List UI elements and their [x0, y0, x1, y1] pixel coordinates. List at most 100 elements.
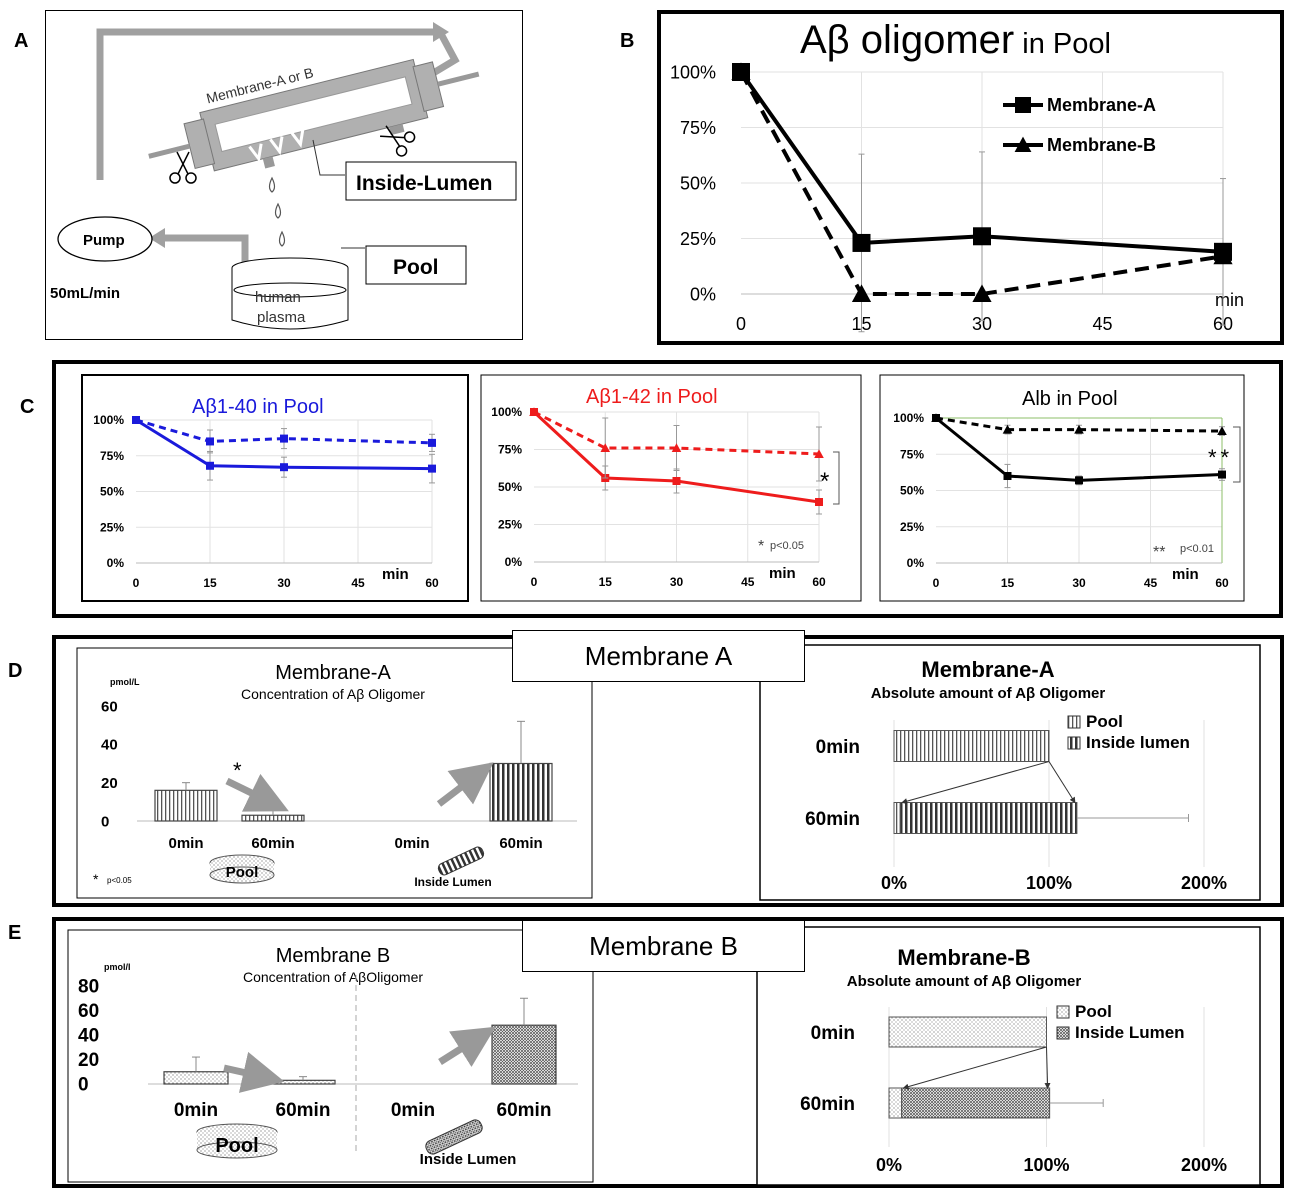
- y-tick-label: 60: [78, 1001, 99, 1022]
- data-point-s2: [1213, 246, 1233, 265]
- panel-c1-chart: 100% 75% 50% 25% 0% 0 15 30 45 60 min Aβ1-40 in Poo…: [81, 374, 469, 602]
- significance-bracket: [833, 451, 840, 505]
- y-tick-label: 0: [101, 813, 109, 830]
- bar-pool: [893, 730, 1050, 762]
- row-label: 0min: [816, 737, 860, 758]
- pool-tag-label: Pool: [226, 864, 259, 881]
- bar: [491, 1024, 557, 1085]
- x-tick-label: 100%: [1026, 873, 1072, 893]
- x-tick-label: 0: [933, 576, 940, 590]
- x-tick-label: 45: [741, 575, 755, 589]
- data-point-s2: [851, 284, 872, 302]
- significance-star: *: [233, 758, 242, 783]
- data-point-s2: [600, 443, 611, 452]
- chart-subtitle: Concentration of Aβ Oligomer: [241, 686, 425, 702]
- y-tick-label: 40: [78, 1026, 99, 1047]
- panel-b-chart: 100%75%50%25%0%0 15 30 45 60minMembrane-AMem…: [670, 62, 1244, 334]
- y-tick-label: 80: [78, 977, 99, 998]
- panel-a-frame: [45, 10, 523, 340]
- x-tick-label: 30: [670, 575, 684, 589]
- y-tick-label: 25%: [900, 520, 924, 534]
- y-tick-label: 0%: [107, 556, 125, 570]
- x-unit-label: min: [1172, 566, 1199, 583]
- y-tick-label: 50%: [100, 485, 124, 499]
- x-tick-label: 0: [133, 576, 140, 590]
- row-label: 60min: [800, 1094, 855, 1115]
- legend-label-a: Membrane-A: [1047, 95, 1156, 115]
- x-tick-label: 200%: [1181, 873, 1227, 893]
- series-line-1: [935, 416, 1223, 482]
- y-tick-label: 20: [101, 775, 118, 792]
- significance-stars-small: **: [1153, 544, 1165, 561]
- y-tick-label: 50%: [680, 173, 716, 193]
- lumen-tag-label: Inside Lumen: [420, 1151, 517, 1168]
- flow-rate-label: 50mL/min: [50, 285, 120, 302]
- x-unit-label: min: [382, 566, 409, 583]
- scissors-icon-right: [380, 125, 416, 157]
- data-point-s1: [852, 233, 871, 252]
- redistribution-arrow: [902, 1046, 1047, 1090]
- x-category-label: 0min: [394, 835, 429, 852]
- x-category-label: 60min: [251, 835, 294, 852]
- panel-label-b: B: [620, 30, 635, 52]
- data-point-s2: [132, 416, 140, 424]
- panel-label-e: E: [8, 922, 22, 944]
- significance-stars: **: [1208, 445, 1233, 470]
- y-tick-label: 25%: [100, 520, 124, 534]
- redistribution-arrow: [1044, 1046, 1051, 1089]
- panel-label-d: D: [8, 660, 23, 682]
- legend-label-pool: Pool: [1086, 712, 1123, 731]
- droplets-icon: [268, 176, 286, 247]
- x-unit-label: min: [1215, 290, 1244, 310]
- bar-pool: [893, 802, 901, 834]
- legend-swatch-pool: [1056, 1005, 1070, 1019]
- bar: [154, 789, 218, 822]
- data-point-s1: [206, 461, 214, 470]
- chart-subtitle: Absolute amount of Aβ Oligomer: [847, 973, 1082, 990]
- x-category-label: 60min: [497, 1100, 552, 1121]
- data-point-s1: [1075, 476, 1083, 485]
- panel-b-title: Aβ oligomer in Pool: [800, 18, 1111, 63]
- legend-label-lumen: Inside Lumen: [1075, 1023, 1185, 1042]
- pool-tag-bottom: [196, 1141, 278, 1159]
- legend-swatch-lumen: [1056, 1026, 1070, 1040]
- panel-b-frame: [657, 10, 1284, 345]
- data-point-s2: [1074, 424, 1084, 434]
- x-category-label: 60min: [499, 835, 542, 852]
- x-tick-label: 200%: [1181, 1155, 1227, 1175]
- lumen-tag-icon: [425, 1119, 483, 1155]
- legend-label-lumen: Inside lumen: [1086, 733, 1190, 752]
- x-unit-label: min: [769, 565, 796, 582]
- bar: [163, 1071, 229, 1085]
- series-line-2: [135, 418, 433, 445]
- decrease-arrow: [225, 773, 289, 812]
- data-point-s2: [972, 284, 992, 302]
- lumen-box: [345, 161, 517, 201]
- y-tick-label: 40: [101, 737, 118, 754]
- x-category-label: 0min: [168, 835, 203, 852]
- x-tick-label: 30: [1072, 576, 1086, 590]
- x-tick-label: 15: [599, 575, 613, 589]
- pump-ellipse: [57, 216, 153, 262]
- flow-arrow-pump: [149, 228, 165, 248]
- legend-marker-a: [1015, 97, 1031, 113]
- y-tick-label: 0%: [907, 556, 925, 570]
- y-tick-label: 100%: [93, 413, 124, 427]
- legend-label-pool: Pool: [1075, 1002, 1112, 1021]
- y-tick-label: 20: [78, 1050, 99, 1071]
- legend-label-b: Membrane-B: [1047, 135, 1156, 155]
- data-point-s2: [280, 434, 288, 443]
- flow-line-up: [96, 28, 440, 180]
- x-tick-label: 45: [351, 576, 365, 590]
- chart-title: Aβ1-42 in Pool: [586, 386, 718, 408]
- series-line-2: [935, 416, 1223, 433]
- bar-pool: [888, 1087, 903, 1119]
- panel-d-box-label: Membrane A: [512, 630, 805, 682]
- chart-title: Alb in Pool: [1022, 388, 1118, 410]
- redistribution-arrow: [1048, 761, 1076, 804]
- data-point-s2: [671, 443, 682, 452]
- x-tick-label: 60: [1215, 576, 1229, 590]
- y-tick-label: 100%: [491, 405, 522, 419]
- data-point-s2: [1217, 426, 1227, 436]
- y-unit-label: pmol/l: [104, 962, 131, 972]
